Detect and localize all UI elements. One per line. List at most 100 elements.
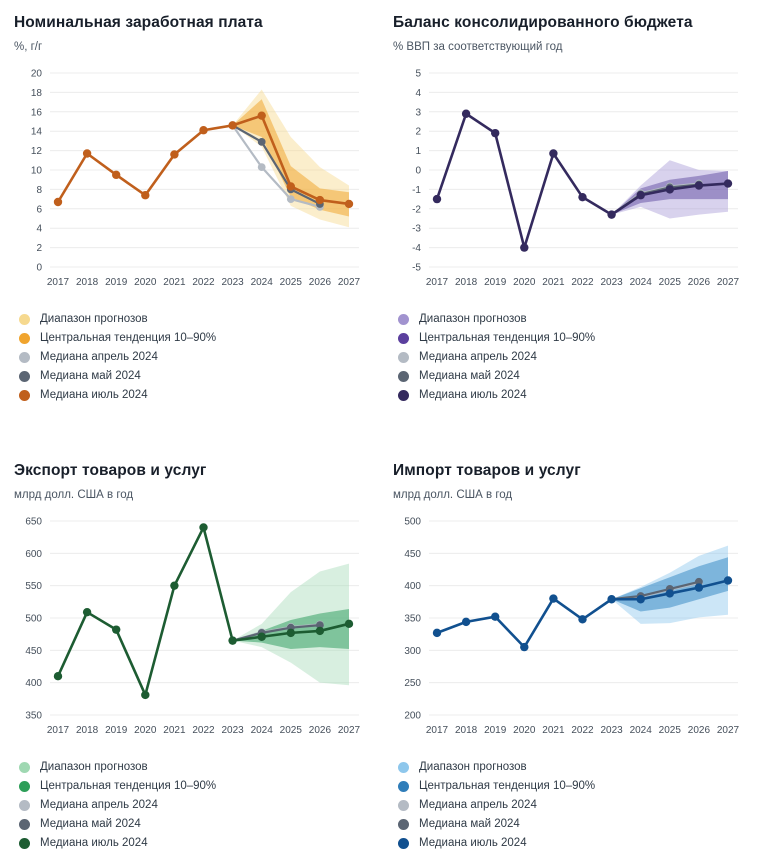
data-point-july <box>665 185 674 194</box>
legend-item: Центральная тенденция 10–90% <box>19 332 371 344</box>
legend-swatch-icon <box>398 818 409 830</box>
legend-swatch-icon <box>19 389 30 401</box>
legend-label: Диапазон прогнозов <box>419 761 527 773</box>
y-axis-tick-label: 400 <box>25 678 42 689</box>
x-axis-tick-label: 2021 <box>163 277 186 288</box>
x-axis-tick-label: 2024 <box>630 725 653 736</box>
legend-item: Медиана апрель 2024 <box>19 799 371 811</box>
data-point-july <box>578 615 587 624</box>
x-axis-tick-label: 2022 <box>192 725 215 736</box>
data-point-may <box>257 137 266 146</box>
data-point-july <box>344 199 354 209</box>
data-point-july <box>257 632 266 641</box>
data-point-july <box>607 210 616 219</box>
legend-item: Центральная тенденция 10–90% <box>398 332 750 344</box>
data-point-july <box>315 626 325 636</box>
y-axis-tick-label: 14 <box>31 127 43 138</box>
x-axis-tick-label: 2025 <box>659 725 682 736</box>
series-line-may <box>231 124 321 206</box>
legend-item: Диапазон прогнозов <box>19 313 371 325</box>
panel-imports: Импорт товаров и услуг млрд долл. США в … <box>379 454 758 856</box>
data-point-july <box>665 589 674 598</box>
legend-swatch-icon <box>19 332 30 344</box>
y-axis-tick-label: 250 <box>404 678 421 689</box>
legend-swatch-icon <box>398 370 409 382</box>
legend-item: Медиана май 2024 <box>19 818 371 830</box>
legend-label: Медиана июль 2024 <box>419 837 527 849</box>
legend-item: Диапазон прогнозов <box>398 313 750 325</box>
y-axis-tick-label: -2 <box>412 204 421 215</box>
legend-item: Центральная тенденция 10–90% <box>398 780 750 792</box>
chart-legend: Диапазон прогнозов Центральная тенденция … <box>393 761 750 849</box>
data-point-july <box>53 672 63 681</box>
data-point-july <box>723 576 733 585</box>
chart-title: Номинальная заработная плата <box>14 14 263 31</box>
data-point-july <box>578 192 587 202</box>
y-axis-tick-label: 3 <box>415 107 421 118</box>
exports-chart: 350 400 450 500 550 600 650 2017 2018 2019 2020 202… <box>25 517 360 737</box>
data-point-july <box>694 181 704 190</box>
data-point-april <box>286 195 295 204</box>
legend-item: Медиана июль 2024 <box>398 837 750 849</box>
legend-item: Медиана июль 2024 <box>19 389 371 401</box>
legend-item: Диапазон прогнозов <box>19 761 371 773</box>
legend-item: Медиана апрель 2024 <box>398 351 750 363</box>
x-axis-tick-label: 2020 <box>513 277 536 288</box>
data-point-july <box>286 182 295 191</box>
central-band <box>232 99 349 217</box>
data-point-july <box>286 628 295 638</box>
x-axis-tick-label: 2020 <box>134 277 157 288</box>
y-axis-tick-label: 2 <box>415 127 421 138</box>
data-point-july <box>344 619 354 629</box>
legend-label: Медиана май 2024 <box>419 818 520 830</box>
legend-swatch-icon <box>19 761 30 773</box>
x-axis-tick-label: 2021 <box>163 725 186 736</box>
legend-swatch-icon <box>19 799 30 811</box>
x-axis-tick-label: 2021 <box>542 277 565 288</box>
legend-item: Диапазон прогнозов <box>398 761 750 773</box>
legend-swatch-icon <box>398 389 409 401</box>
x-axis-tick-label: 2017 <box>47 277 70 288</box>
data-point-july <box>432 194 442 204</box>
data-point-july <box>549 149 558 158</box>
y-axis-tick-label: 600 <box>25 549 42 560</box>
data-point-july <box>112 625 121 634</box>
data-point-july <box>636 595 645 604</box>
data-point-july <box>491 128 500 138</box>
y-axis-tick-label: 18 <box>31 88 43 99</box>
data-point-july <box>228 121 237 130</box>
y-axis-tick-label: 20 <box>31 69 43 80</box>
x-axis-tick-label: 2018 <box>76 725 99 736</box>
y-axis-tick-label: 500 <box>25 614 42 625</box>
y-axis-tick-label: -3 <box>412 224 421 235</box>
x-axis-tick-label: 2023 <box>600 277 623 288</box>
legend-label: Центральная тенденция 10–90% <box>419 332 596 344</box>
x-axis-tick-label: 2027 <box>338 277 361 288</box>
legend-item: Медиана июль 2024 <box>19 837 371 849</box>
panel-exports: Экспорт товаров и услуг млрд долл. США в… <box>0 454 379 856</box>
x-axis-tick-label: 2025 <box>280 725 303 736</box>
y-axis-tick-label: -1 <box>412 185 421 196</box>
y-axis-tick-label: 2 <box>36 243 42 254</box>
chart-legend: Диапазон прогнозов Центральная тенденция … <box>14 761 371 849</box>
legend-swatch-icon <box>398 761 409 773</box>
data-point-july <box>520 642 529 652</box>
x-axis-tick-label: 2018 <box>455 277 478 288</box>
x-axis-tick-label: 2026 <box>309 725 332 736</box>
x-axis-tick-label: 2026 <box>688 725 711 736</box>
y-axis-tick-label: 16 <box>31 107 43 118</box>
x-axis-tick-label: 2022 <box>571 277 594 288</box>
budget-balance-chart: -5 -4 -3 -2 -1 0 1 2 3 4 5 2017 2018 2019 2020 2021 2022… <box>412 69 739 289</box>
legend-label: Медиана июль 2024 <box>40 389 148 401</box>
chart-subtitle: млрд долл. США в год <box>393 489 513 501</box>
x-axis-tick-label: 2023 <box>221 725 244 736</box>
data-point-july <box>112 170 121 180</box>
chart-subtitle: % ВВП за соответствующий год <box>393 41 563 53</box>
y-axis-tick-label: 550 <box>25 581 42 592</box>
y-axis-tick-label: 5 <box>415 69 421 80</box>
y-axis-tick-label: 1 <box>415 146 421 157</box>
x-axis-tick-label: 2018 <box>455 725 478 736</box>
y-axis-tick-label: 0 <box>36 263 42 274</box>
data-point-july <box>170 581 179 590</box>
